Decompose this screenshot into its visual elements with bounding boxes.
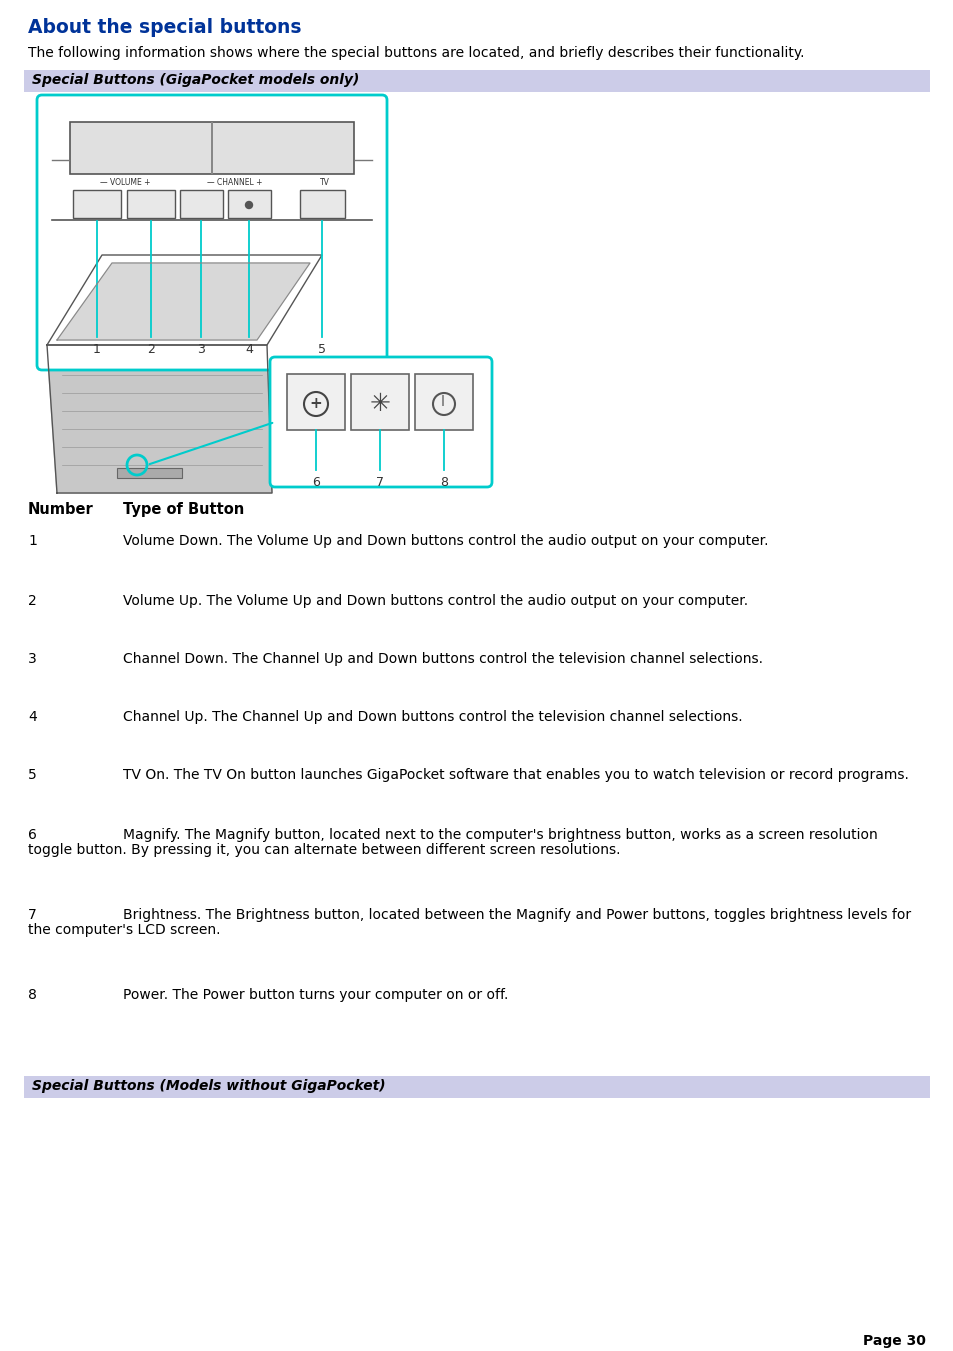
Text: Channel Up. The Channel Up and Down buttons control the television channel selec: Channel Up. The Channel Up and Down butt… <box>123 711 741 724</box>
Text: 6: 6 <box>28 828 37 842</box>
Text: — CHANNEL +: — CHANNEL + <box>207 178 262 186</box>
Bar <box>127 190 174 218</box>
Text: Channel Down. The Channel Up and Down buttons control the television channel sel: Channel Down. The Channel Up and Down bu… <box>123 653 762 666</box>
Text: Magnify. The Magnify button, located next to the computer's brightness button, w: Magnify. The Magnify button, located nex… <box>123 828 877 842</box>
FancyBboxPatch shape <box>270 357 492 486</box>
Circle shape <box>245 201 253 208</box>
Text: 7: 7 <box>375 476 384 489</box>
Bar <box>299 190 345 218</box>
Text: Number: Number <box>28 503 93 517</box>
Text: 3: 3 <box>197 343 205 357</box>
Bar <box>287 374 345 430</box>
Text: 3: 3 <box>28 653 37 666</box>
FancyBboxPatch shape <box>37 95 387 370</box>
Text: 5: 5 <box>28 767 37 782</box>
Bar <box>24 1075 929 1098</box>
Text: Special Buttons (Models without GigaPocket): Special Buttons (Models without GigaPock… <box>32 1079 385 1093</box>
Bar <box>117 467 182 478</box>
Text: Volume Up. The Volume Up and Down buttons control the audio output on your compu: Volume Up. The Volume Up and Down button… <box>123 594 747 608</box>
Text: Page 30: Page 30 <box>862 1333 925 1348</box>
Text: 8: 8 <box>28 988 37 1002</box>
Text: |: | <box>440 394 444 405</box>
Text: 2: 2 <box>28 594 37 608</box>
Text: Volume Down. The Volume Up and Down buttons control the audio output on your com: Volume Down. The Volume Up and Down butt… <box>123 534 768 549</box>
Text: 7: 7 <box>28 908 37 921</box>
Bar <box>351 374 409 430</box>
Text: 5: 5 <box>317 343 326 357</box>
Text: +: + <box>310 396 322 412</box>
Text: — VOLUME +: — VOLUME + <box>100 178 150 186</box>
Text: 2: 2 <box>147 343 154 357</box>
Text: 6: 6 <box>312 476 319 489</box>
Text: 8: 8 <box>439 476 448 489</box>
Bar <box>70 122 354 174</box>
Text: Type of Button: Type of Button <box>123 503 244 517</box>
Text: 1: 1 <box>93 343 101 357</box>
Text: Power. The Power button turns your computer on or off.: Power. The Power button turns your compu… <box>123 988 508 1002</box>
Text: About the special buttons: About the special buttons <box>28 18 301 36</box>
Polygon shape <box>47 255 322 345</box>
Polygon shape <box>57 263 310 340</box>
Text: TV On. The TV On button launches GigaPocket software that enables you to watch t: TV On. The TV On button launches GigaPoc… <box>123 767 908 782</box>
Text: Brightness. The Brightness button, located between the Magnify and Power buttons: Brightness. The Brightness button, locat… <box>123 908 910 921</box>
Text: Special Buttons (GigaPocket models only): Special Buttons (GigaPocket models only) <box>32 73 359 86</box>
Bar <box>415 374 473 430</box>
Bar <box>211 122 213 174</box>
Text: toggle button. By pressing it, you can alternate between different screen resolu: toggle button. By pressing it, you can a… <box>28 843 619 857</box>
Text: 1: 1 <box>28 534 37 549</box>
Bar <box>228 190 271 218</box>
Text: 4: 4 <box>28 711 37 724</box>
Text: ✳: ✳ <box>369 392 390 416</box>
Polygon shape <box>47 345 272 493</box>
Text: the computer's LCD screen.: the computer's LCD screen. <box>28 923 220 938</box>
Text: The following information shows where the special buttons are located, and brief: The following information shows where th… <box>28 46 803 59</box>
Bar <box>73 190 121 218</box>
Bar <box>24 70 929 92</box>
Bar <box>180 190 223 218</box>
Text: TV: TV <box>319 178 330 186</box>
Text: 4: 4 <box>245 343 253 357</box>
